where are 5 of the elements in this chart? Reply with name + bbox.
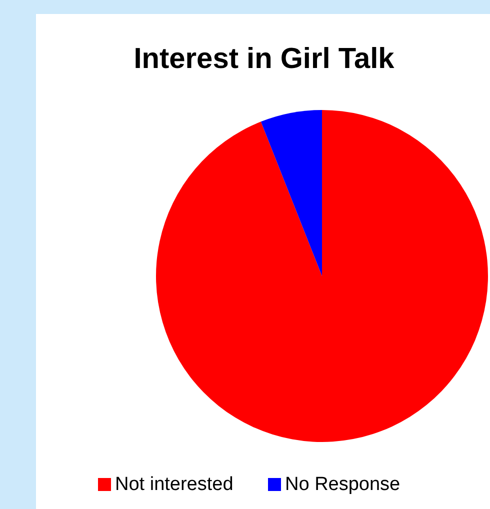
pie-slice (156, 110, 488, 442)
pie-slice (260, 110, 322, 276)
legend-label: Not interested (115, 474, 234, 495)
legend-label: No Response (285, 474, 400, 495)
chart-title: Interest in Girl Talk (134, 43, 396, 75)
